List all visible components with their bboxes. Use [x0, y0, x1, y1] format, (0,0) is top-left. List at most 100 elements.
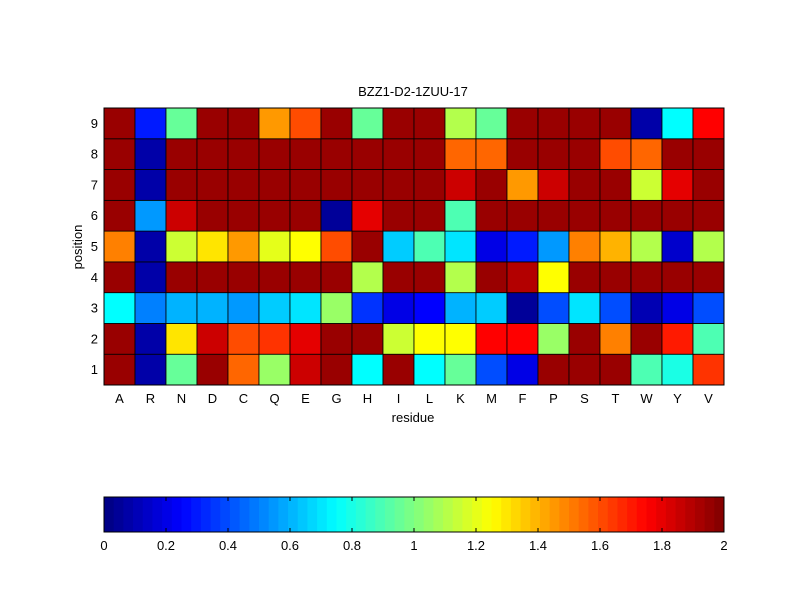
heatmap-cell-Q-8 [258, 138, 291, 170]
heatmap-cell-P-5 [537, 230, 570, 263]
heatmap-cell-V-2 [692, 323, 725, 355]
colorbar-step [307, 497, 318, 532]
colorbar-tick-label: 0 [100, 538, 107, 553]
colorbar-tick-label: 1.6 [591, 538, 609, 553]
heatmap-cell-I-9 [382, 107, 415, 140]
heatmap-cell-Y-9 [661, 107, 694, 140]
plot-frame [103, 107, 725, 386]
heatmap-cell-N-6 [165, 199, 198, 232]
heatmap-cell-D-4 [196, 261, 229, 294]
heatmap-cell-Q-2 [258, 323, 291, 355]
heatmap-cell-F-5 [506, 230, 539, 263]
colorbar-step [239, 497, 250, 532]
heatmap-cell-F-9 [506, 107, 539, 140]
heatmap-cell-T-7 [599, 169, 632, 201]
heatmap-cell-K-9 [444, 107, 477, 140]
heatmap-cell-G-4 [320, 261, 353, 294]
heatmap-cell-M-3 [475, 292, 508, 324]
colorbar-step [520, 497, 531, 532]
heatmap-cell-P-9 [537, 107, 570, 140]
heatmap-cell-M-4 [475, 261, 508, 294]
colorbar-step [685, 497, 696, 532]
heatmap-cell-G-5 [320, 230, 353, 263]
heatmap-cell-R-4 [134, 261, 167, 294]
heatmap-cell-C-7 [227, 169, 260, 201]
heatmap-cell-G-1 [320, 353, 353, 386]
colorbar-step [549, 497, 560, 532]
colorbar-step [588, 497, 599, 532]
heatmap-cell-D-5 [196, 230, 229, 263]
heatmap-cell-M-9 [475, 107, 508, 140]
heatmap-cell-V-1 [692, 353, 725, 386]
heatmap-cell-N-4 [165, 261, 198, 294]
heatmap-cell-V-7 [692, 169, 725, 201]
heatmap-cell-H-1 [351, 353, 384, 386]
heatmap-cell-Y-8 [661, 138, 694, 170]
heatmap-cell-A-3 [103, 292, 136, 324]
colorbar-step [171, 497, 182, 532]
heatmap-cell-I-5 [382, 230, 415, 263]
heatmap-cell-Q-6 [258, 199, 291, 232]
heatmap-cell-I-3 [382, 292, 415, 324]
heatmap-cell-M-5 [475, 230, 508, 263]
x-tick-label: T [612, 391, 620, 406]
heatmap-cell-T-3 [599, 292, 632, 324]
colorbar-step [704, 497, 715, 532]
heatmap-cell-R-3 [134, 292, 167, 324]
x-tick-label: P [549, 391, 558, 406]
heatmap-cell-E-5 [289, 230, 322, 263]
heatmap-cell-N-3 [165, 292, 198, 324]
colorbar-tick-label: 1.8 [653, 538, 671, 553]
colorbar-step [714, 497, 725, 532]
heatmap-cell-C-3 [227, 292, 260, 324]
colorbar-step [404, 497, 415, 532]
y-tick-label: 2 [91, 331, 98, 346]
y-tick-label: 1 [91, 362, 98, 377]
heatmap-cell-N-2 [165, 323, 198, 355]
heatmap-cell-I-1 [382, 353, 415, 386]
heatmap-cell-Q-7 [258, 169, 291, 201]
colorbar-step [375, 497, 386, 532]
heatmap-cell-N-9 [165, 107, 198, 140]
heatmap-cell-W-5 [630, 230, 663, 263]
heatmap-cell-T-4 [599, 261, 632, 294]
heatmap-cell-V-6 [692, 199, 725, 232]
heatmap-cell-L-1 [413, 353, 446, 386]
heatmap-cell-S-4 [568, 261, 601, 294]
heatmap-cell-F-2 [506, 323, 539, 355]
heatmap-cell-K-8 [444, 138, 477, 170]
x-tick-label: R [146, 391, 155, 406]
heatmap-cell-D-1 [196, 353, 229, 386]
colorbar-step [249, 497, 260, 532]
heatmap-cell-S-8 [568, 138, 601, 170]
heatmap-cell-E-1 [289, 353, 322, 386]
colorbar-step [675, 497, 686, 532]
heatmap-cell-R-6 [134, 199, 167, 232]
heatmap-cell-E-9 [289, 107, 322, 140]
y-tick-label: 3 [91, 301, 98, 316]
x-tick-label: W [640, 391, 653, 406]
heatmap-cell-W-1 [630, 353, 663, 386]
colorbar-step [462, 497, 473, 532]
heatmap-cell-W-4 [630, 261, 663, 294]
colorbar-tick-label: 1.4 [529, 538, 547, 553]
colorbar-tick-label: 1 [410, 538, 417, 553]
colorbar-step [317, 497, 328, 532]
heatmap-cell-K-2 [444, 323, 477, 355]
y-tick-label: 4 [91, 270, 98, 285]
heatmap-cell-A-9 [103, 107, 136, 140]
colorbar-step [268, 497, 279, 532]
colorbar-step [481, 497, 492, 532]
x-tick-label: C [239, 391, 248, 406]
x-tick-label: N [177, 391, 186, 406]
heatmap-cell-I-6 [382, 199, 415, 232]
heatmap-cell-H-7 [351, 169, 384, 201]
colorbar-step [133, 497, 144, 532]
heatmap-cell-M-1 [475, 353, 508, 386]
heatmap-cell-L-8 [413, 138, 446, 170]
heatmap-cell-L-7 [413, 169, 446, 201]
heatmap-cell-M-7 [475, 169, 508, 201]
colorbar-tick-label: 0.6 [281, 538, 299, 553]
heatmap-cell-N-5 [165, 230, 198, 263]
heatmap-cell-A-5 [103, 230, 136, 263]
